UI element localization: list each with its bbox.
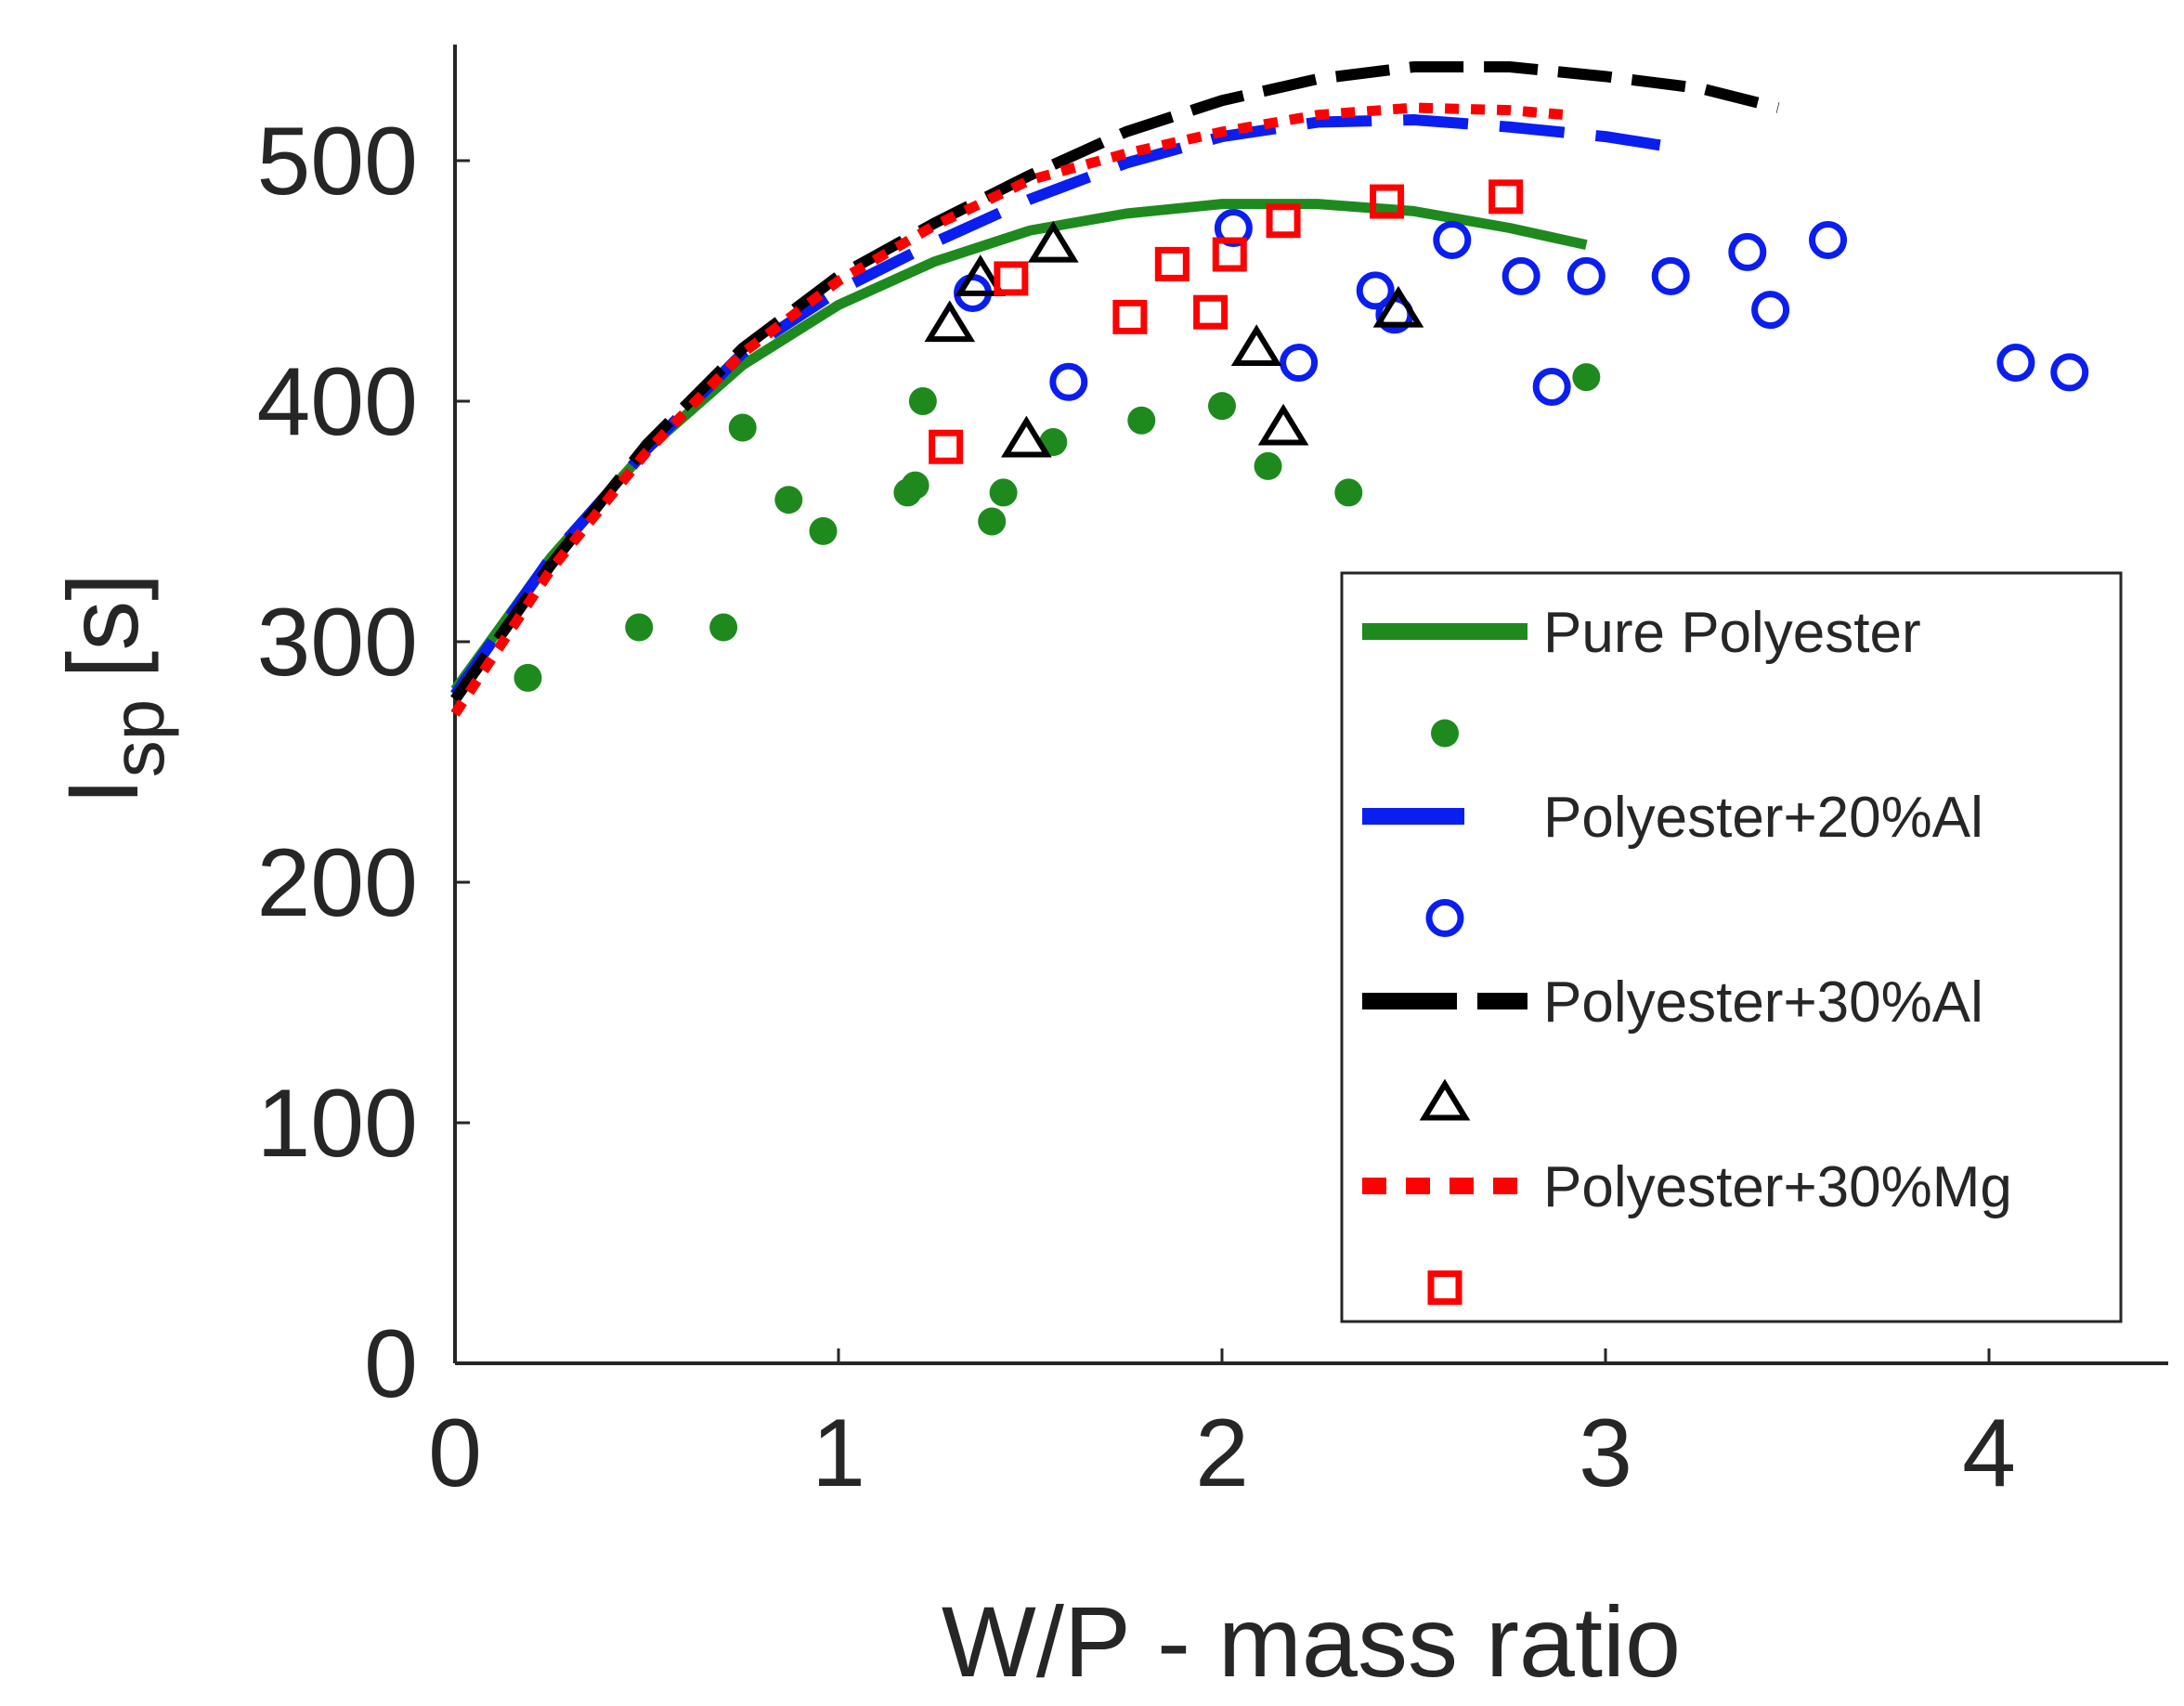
data-point — [1127, 406, 1156, 435]
data-point — [1208, 392, 1236, 421]
data-point — [1001, 415, 1052, 458]
data-point — [1212, 237, 1247, 272]
data-point — [514, 663, 542, 692]
data-point — [1419, 1078, 1471, 1121]
y-axis-label-main: I — [46, 777, 159, 805]
legend: Pure Polyester Polyester+20%Al Polyester+3… — [1340, 571, 2123, 1323]
data-point — [929, 429, 964, 464]
data-point — [989, 478, 1018, 507]
data-point — [809, 516, 838, 545]
y-axis-label-subscript: sp — [97, 699, 179, 778]
data-point — [1728, 232, 1767, 271]
data-point — [1433, 220, 1472, 259]
data-point — [625, 613, 654, 642]
data-point — [728, 413, 757, 442]
x-tick-label: 1 — [812, 1400, 865, 1507]
data-point — [1572, 363, 1601, 392]
series-line — [450, 102, 1568, 717]
data-point — [1193, 294, 1228, 330]
legend-entries: Pure Polyester Polyester+20%Al Polyester+3… — [1362, 601, 2012, 1305]
data-point — [1427, 1270, 1462, 1305]
y-tick-label: 100 — [256, 1070, 418, 1178]
data-point — [1356, 271, 1395, 310]
data-point — [1566, 256, 1606, 295]
data-point — [1049, 362, 1088, 401]
plot-area: 0 100 200 300 400 500 0 1 2 3 4 — [256, 45, 2168, 1507]
x-axis-ticks: 0 1 2 3 4 — [428, 1348, 2016, 1507]
data-point — [1027, 220, 1079, 263]
y-tick-label: 300 — [256, 589, 418, 697]
data-point — [994, 261, 1029, 296]
data-point — [1488, 179, 1524, 215]
data-point — [1502, 256, 1540, 295]
series-line — [450, 60, 1780, 703]
legend-label: Polyester+30%Al — [1543, 970, 1983, 1035]
data-point — [1266, 203, 1301, 239]
y-axis-label-unit: [s] — [46, 573, 159, 679]
y-tick-label: 200 — [256, 829, 418, 937]
data-point — [955, 254, 1007, 296]
data-point — [1254, 451, 1282, 480]
data-point — [709, 613, 738, 642]
data-point — [1230, 324, 1282, 367]
data-point — [1154, 246, 1190, 281]
series-layer — [450, 60, 2089, 717]
legend-box — [1340, 571, 2123, 1323]
data-point — [1112, 299, 1148, 334]
data-point — [1809, 220, 1848, 259]
data-point — [1370, 184, 1405, 219]
y-axis-label: Isp [s] — [46, 573, 179, 806]
data-point — [1651, 256, 1690, 295]
y-tick-label: 500 — [256, 108, 418, 215]
data-point — [908, 387, 937, 415]
x-axis-label: W/P - mass ratio — [942, 1585, 1681, 1698]
data-point — [1334, 478, 1363, 507]
x-tick-label: 0 — [428, 1400, 482, 1507]
data-point — [901, 471, 930, 500]
x-tick-label: 3 — [1579, 1400, 1632, 1507]
x-tick-label: 4 — [1962, 1400, 2016, 1507]
legend-label: Polyester+20%Al — [1543, 786, 1983, 850]
data-point — [1257, 403, 1309, 446]
data-point — [1532, 367, 1571, 406]
y-tick-label: 0 — [364, 1310, 418, 1418]
data-point — [924, 300, 976, 343]
data-point — [1372, 285, 1424, 328]
y-axis-ticks: 0 100 200 300 400 500 — [256, 108, 470, 1418]
data-point — [1214, 209, 1253, 248]
y-tick-label: 400 — [256, 348, 418, 456]
data-point — [1996, 344, 2035, 383]
data-point — [1751, 291, 1790, 330]
data-point — [978, 507, 1007, 536]
data-point — [1425, 899, 1464, 937]
data-point — [1431, 719, 1459, 748]
legend-label: Polyester+30%Mg — [1543, 1155, 2012, 1219]
data-point — [2050, 353, 2089, 392]
legend-label: Pure Polyester — [1543, 601, 1921, 665]
data-point — [1280, 344, 1319, 383]
data-point — [774, 486, 803, 514]
x-tick-label: 2 — [1195, 1400, 1249, 1507]
